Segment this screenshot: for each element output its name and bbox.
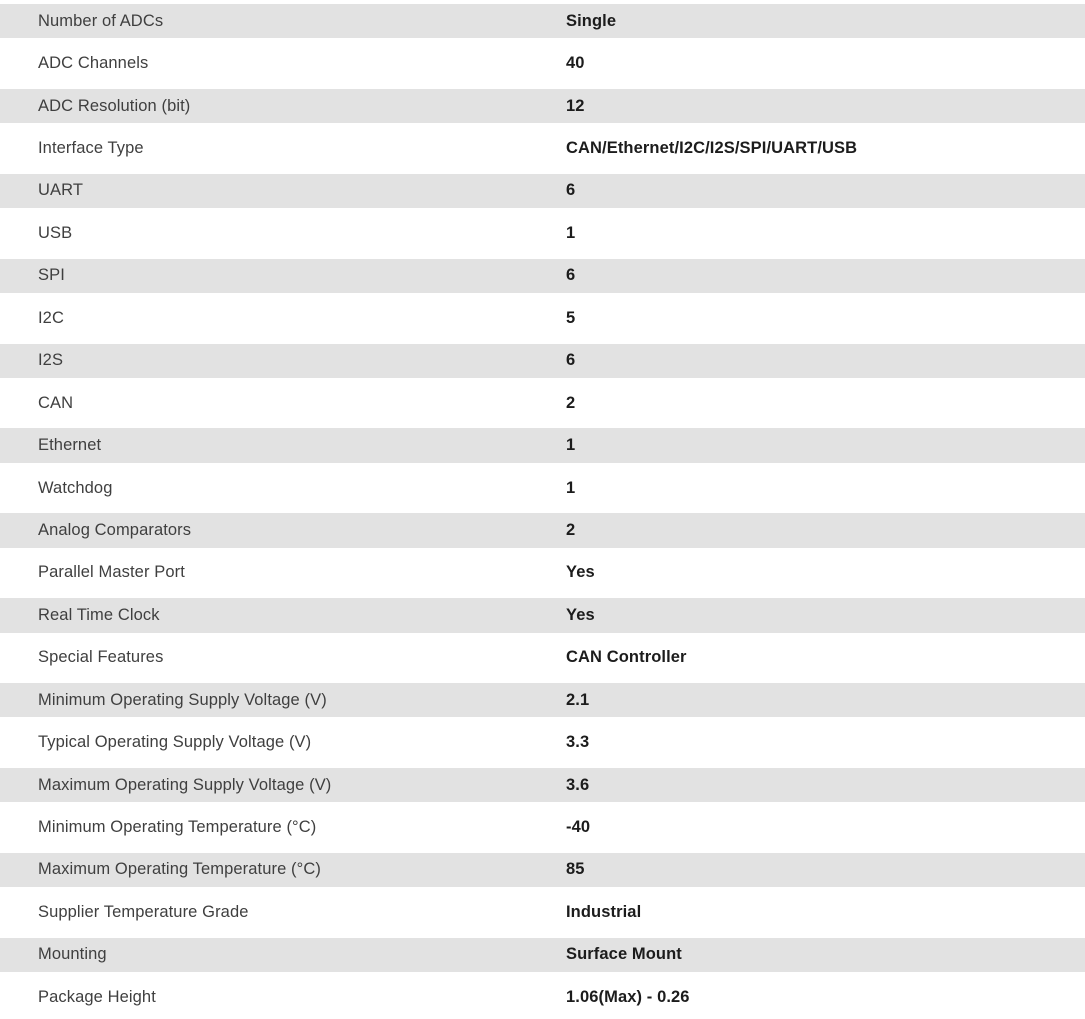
spec-label: USB [38, 223, 73, 242]
spec-label: Parallel Master Port [38, 563, 185, 582]
spec-value: CAN/Ethernet/I2C/I2S/SPI/UART/USB [566, 139, 858, 158]
spec-row: ADC Channels 40 [0, 42, 1085, 84]
spec-row: Parallel Master Port Yes [0, 552, 1085, 594]
spec-label: Ethernet [38, 436, 102, 455]
spec-label: Minimum Operating Temperature (°C) [38, 818, 317, 837]
spec-row: Supplier Temperature Grade Industrial [0, 891, 1085, 933]
spec-row: Real Time Clock Yes [0, 594, 1085, 636]
spec-label: Minimum Operating Supply Voltage (V) [38, 690, 327, 709]
spec-row: Mounting Surface Mount [0, 934, 1085, 976]
spec-row-inner: I2C 5 [0, 301, 1085, 335]
spec-row-inner: Package Height 1.06(Max) - 0.26 [0, 980, 1085, 1014]
spec-row-inner: UART 6 [0, 173, 1085, 209]
spec-value: 1.06(Max) - 0.26 [566, 987, 690, 1006]
spec-value: 85 [566, 860, 585, 879]
spec-row: Number of ADCs Single [0, 0, 1085, 42]
spec-row-inner: ADC Resolution (bit) 12 [0, 88, 1085, 124]
spec-label: Analog Comparators [38, 520, 192, 539]
spec-value: 2 [566, 520, 576, 539]
spec-value: 1 [566, 436, 576, 455]
spec-row: Minimum Operating Temperature (°C) -40 [0, 806, 1085, 848]
spec-value: Yes [566, 563, 595, 582]
spec-row-inner: Number of ADCs Single [0, 4, 1085, 39]
spec-row: Watchdog 1 [0, 467, 1085, 509]
spec-row: CAN 2 [0, 382, 1085, 424]
spec-row-inner: Ethernet 1 [0, 428, 1085, 463]
spec-row: I2S 6 [0, 340, 1085, 382]
spec-row: ADC Resolution (bit) 12 [0, 85, 1085, 127]
spec-value: 2.1 [566, 690, 590, 709]
spec-label: CAN [38, 393, 74, 412]
spec-label: Maximum Operating Temperature (°C) [38, 860, 321, 879]
spec-label: I2C [38, 308, 64, 327]
spec-label: Number of ADCs [38, 11, 164, 30]
spec-row-inner: I2S 6 [0, 343, 1085, 378]
spec-row: Typical Operating Supply Voltage (V) 3.3 [0, 721, 1085, 763]
spec-row-inner: Maximum Operating Supply Voltage (V) 3.6 [0, 767, 1085, 803]
spec-value: 1 [566, 223, 576, 242]
spec-value: 6 [566, 266, 576, 285]
spec-label: Special Features [38, 648, 164, 667]
spec-value: 6 [566, 181, 576, 200]
spec-value: 1 [566, 478, 576, 497]
spec-value: 6 [566, 351, 576, 370]
spec-row-inner: ADC Channels 40 [0, 46, 1085, 80]
spec-label: Supplier Temperature Grade [38, 902, 249, 921]
spec-row-inner: Analog Comparators 2 [0, 513, 1085, 548]
spec-value: -40 [566, 818, 591, 837]
spec-value: 3.3 [566, 733, 590, 752]
spec-value: 12 [566, 96, 585, 115]
spec-value: Industrial [566, 902, 642, 921]
spec-row-inner: Supplier Temperature Grade Industrial [0, 895, 1085, 929]
spec-row: SPI 6 [0, 255, 1085, 297]
spec-row-inner: Mounting Surface Mount [0, 937, 1085, 973]
spec-value: 5 [566, 308, 576, 327]
spec-row-inner: Real Time Clock Yes [0, 598, 1085, 633]
spec-value: CAN Controller [566, 648, 687, 667]
spec-row-inner: Special Features CAN Controller [0, 641, 1085, 675]
spec-label: ADC Resolution (bit) [38, 96, 191, 115]
spec-row: Package Height 1.06(Max) - 0.26 [0, 976, 1085, 1018]
spec-row: Maximum Operating Temperature (°C) 85 [0, 849, 1085, 891]
spec-row: Analog Comparators 2 [0, 509, 1085, 551]
spec-label: UART [38, 181, 84, 200]
spec-row-inner: CAN 2 [0, 386, 1085, 420]
spec-label: Real Time Clock [38, 605, 160, 624]
spec-label: Mounting [38, 945, 107, 964]
spec-row-inner: Parallel Master Port Yes [0, 556, 1085, 590]
spec-label: Watchdog [38, 478, 113, 497]
spec-label: Package Height [38, 987, 156, 1006]
spec-row: USB 1 [0, 212, 1085, 254]
spec-row: Special Features CAN Controller [0, 637, 1085, 679]
spec-row-inner: Interface Type CAN/Ethernet/I2C/I2S/SPI/U… [0, 131, 1085, 165]
spec-value: Yes [566, 605, 595, 624]
spec-row: UART 6 [0, 170, 1085, 212]
spec-label: Maximum Operating Supply Voltage (V) [38, 775, 332, 794]
spec-value: 2 [566, 393, 576, 412]
spec-row-inner: Watchdog 1 [0, 471, 1085, 505]
spec-label: SPI [38, 266, 65, 285]
spec-row-inner: SPI 6 [0, 258, 1085, 294]
spec-label: Interface Type [38, 139, 144, 158]
spec-value: Surface Mount [566, 945, 682, 964]
spec-row-inner: Minimum Operating Temperature (°C) -40 [0, 810, 1085, 844]
spec-label: Typical Operating Supply Voltage (V) [38, 733, 312, 752]
spec-row: Ethernet 1 [0, 424, 1085, 466]
spec-value: 3.6 [566, 775, 590, 794]
spec-row: Maximum Operating Supply Voltage (V) 3.6 [0, 764, 1085, 806]
spec-value: Single [566, 11, 617, 30]
spec-row-inner: USB 1 [0, 216, 1085, 250]
spec-row: I2C 5 [0, 297, 1085, 339]
spec-row-inner: Typical Operating Supply Voltage (V) 3.3 [0, 725, 1085, 759]
spec-row: Interface Type CAN/Ethernet/I2C/I2S/SPI/U… [0, 127, 1085, 169]
spec-row-inner: Maximum Operating Temperature (°C) 85 [0, 852, 1085, 888]
spec-label: ADC Channels [38, 54, 149, 73]
spec-row-inner: Minimum Operating Supply Voltage (V) 2.1 [0, 683, 1085, 718]
spec-row: Minimum Operating Supply Voltage (V) 2.1 [0, 679, 1085, 721]
spec-label: I2S [38, 351, 64, 370]
spec-value: 40 [566, 54, 585, 73]
